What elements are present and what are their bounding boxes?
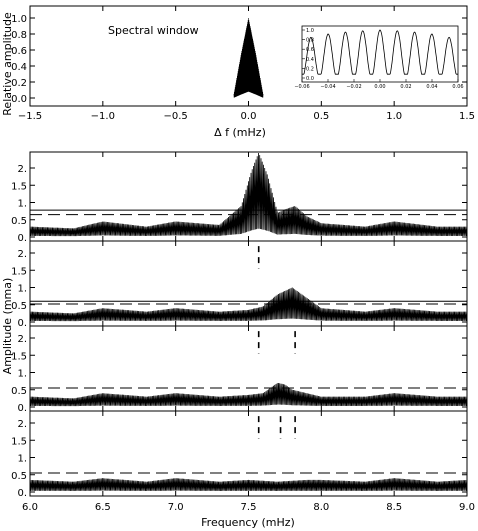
inset-frame [301, 25, 459, 83]
inset-y-tick-label: 1.0 [306, 28, 314, 34]
amplitude-panel: 0. 0.5 1. 1.5 2. [11, 325, 468, 414]
amplitude-y-label: Amplitude (mma) [1, 278, 14, 375]
window-y-tick-label: 0.2 [11, 78, 27, 89]
inset-y-tick-label: 0.2 [306, 66, 314, 72]
panel-y-tick-label: 1. [17, 284, 27, 295]
panel-y-tick-label: 1. [17, 199, 27, 210]
frequency-x-tick-label: 9.0 [459, 502, 475, 513]
inset-y-tick-label: 0.6 [306, 47, 314, 53]
panel-y-tick-label: 0.5 [11, 216, 27, 227]
window-y-tick-label: 0.8 [11, 30, 27, 41]
amplitude-panel: 0. 0.5 1. 1.5 2. [11, 240, 468, 329]
window-x-ticks: −1.5 −1.0 −0.5 0.0 0.5 1.0 1.5 [18, 6, 475, 122]
window-x-tick-label: 0.0 [241, 111, 257, 122]
panel-y-tick-label: 1.5 [11, 266, 27, 277]
frequency-x-tick-label: 7.5 [241, 502, 257, 513]
inset-ticks: 0.0 0.2 0.4 0.6 0.8 1.0 −0.06 −0.04 −0.02 0.00 0.0… [294, 28, 463, 90]
window-y-label: Relative amplitude [1, 12, 14, 116]
panel-y-tick-label: 1.5 [11, 436, 27, 447]
inset-x-tick-label: −0.06 [294, 84, 309, 90]
panel-y-tick-label: 0.5 [11, 301, 27, 312]
inset-curve [302, 29, 458, 75]
panel-y-tick-label: 0. [17, 233, 27, 244]
inset-y-tick-label: 0.0 [306, 76, 314, 82]
frequency-x-tick-label: 7.0 [168, 502, 184, 513]
panel-y-tick-label: 0. [17, 403, 27, 414]
amplitude-panel: 0. 0.5 1. 1.5 2. [11, 410, 468, 499]
panel-y-tick-label: 1. [17, 369, 27, 380]
amplitude-spectrum [29, 287, 468, 322]
window-x-tick-label: 1.0 [386, 111, 402, 122]
frequency-x-tick-label: 8.0 [313, 502, 329, 513]
inset-x-tick-label: 0.06 [452, 84, 463, 90]
window-x-tick-label: −1.0 [91, 111, 115, 122]
amplitude-panel: 0. 0.5 1. 1.5 2. [11, 151, 468, 244]
panel-y-tick-label: 2. [17, 164, 27, 175]
panel-y-tick-label: 0. [17, 318, 27, 329]
window-x-tick-label: 1.5 [459, 111, 475, 122]
inset-y-tick-label: 0.8 [306, 38, 314, 44]
inset-x-tick-label: −0.02 [346, 84, 361, 90]
window-x-label: Δ f (mHz) [214, 126, 266, 139]
panel-y-tick-label: 2. [17, 249, 27, 260]
inset-x-tick-label: 0.04 [426, 84, 437, 90]
window-x-tick-label: −0.5 [164, 111, 188, 122]
window-y-tick-label: 0.6 [11, 46, 27, 57]
window-y-tick-label: 1.0 [11, 14, 27, 25]
window-y-tick-label: 0.0 [11, 94, 27, 105]
window-y-ticks: 0.0 0.2 0.4 0.6 0.8 1.0 [11, 14, 467, 105]
panel-y-tick-label: 0. [17, 488, 27, 499]
panel-y-tick-label: 2. [17, 419, 27, 430]
panel-y-tick-label: 1.5 [11, 181, 27, 192]
frequency-x-label: Frequency (mHz) [201, 516, 295, 529]
window-x-tick-label: 0.5 [313, 111, 329, 122]
amplitude-panels: 0.0.51.1.52.0.0.51.1.52.0.0.51.1.52.0.0.… [11, 151, 468, 499]
inset-x-tick-label: 0.02 [400, 84, 411, 90]
frequency-x-tick-label: 6.5 [95, 502, 111, 513]
panel-y-tick-label: 1.5 [11, 351, 27, 362]
window-annotation: Spectral window [108, 24, 199, 37]
panel-y-tick-label: 0.5 [11, 471, 27, 482]
panel-y-tick-label: 1. [17, 454, 27, 465]
inset-y-tick-label: 0.4 [306, 57, 314, 63]
amplitude-spectrum [29, 382, 468, 407]
window-x-tick-label: −1.5 [18, 111, 42, 122]
window-y-tick-label: 0.4 [11, 62, 27, 73]
panel-y-tick-label: 0.5 [11, 386, 27, 397]
frequency-x-ticks: 6.0 6.5 7.0 7.5 8.0 8.5 9.0 [22, 502, 475, 513]
panel-y-tick-label: 2. [17, 334, 27, 345]
frequency-x-tick-label: 8.5 [386, 502, 402, 513]
window-curve [233, 17, 264, 98]
inset-x-tick-label: −0.04 [320, 84, 335, 90]
amplitude-spectrum [29, 152, 468, 237]
inset-x-tick-label: 0.00 [374, 84, 385, 90]
amplitude-spectrum [29, 478, 468, 492]
frequency-x-tick-label: 6.0 [22, 502, 38, 513]
